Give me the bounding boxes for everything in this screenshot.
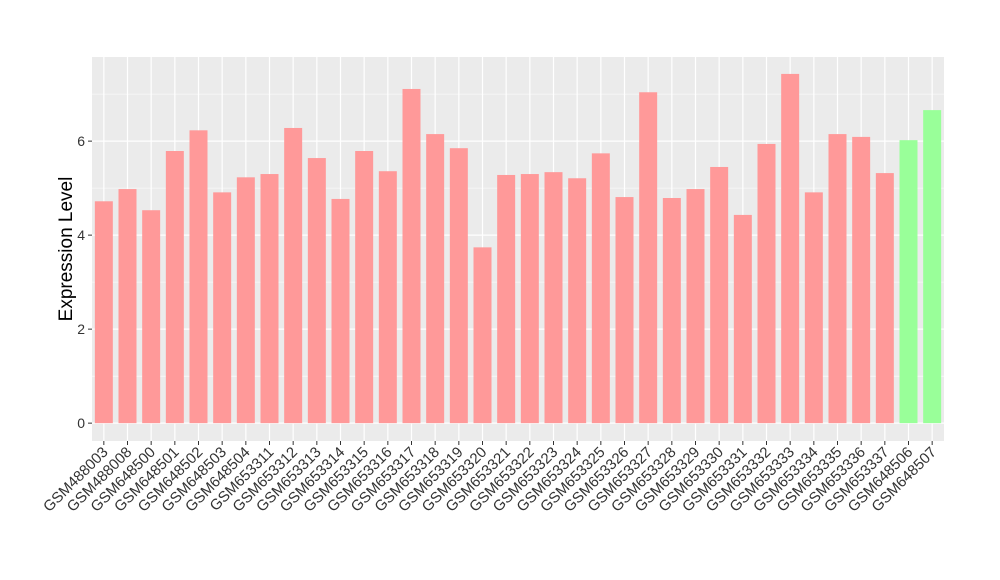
bar	[662, 198, 681, 424]
bar	[284, 127, 303, 424]
y-tick-label: 2	[77, 321, 85, 337]
bar	[520, 174, 539, 424]
bar	[544, 172, 563, 424]
y-tick-label: 4	[77, 227, 85, 243]
bar	[733, 214, 752, 424]
bar	[473, 247, 492, 424]
y-tick-label: 6	[77, 133, 85, 149]
bar	[923, 110, 942, 424]
bar	[426, 134, 445, 424]
bar	[142, 210, 161, 424]
y-axis-title: Expression Level	[56, 177, 77, 322]
bar	[213, 192, 232, 424]
bar	[568, 178, 587, 424]
bar	[686, 189, 705, 424]
bar	[94, 201, 113, 424]
bar	[615, 197, 634, 424]
bar	[828, 134, 847, 424]
bar	[307, 158, 326, 424]
plot-panel	[92, 57, 944, 441]
bar	[331, 198, 350, 424]
bar	[899, 140, 918, 424]
bar	[402, 88, 421, 424]
bar	[236, 177, 255, 424]
bar	[355, 151, 374, 424]
bar	[852, 136, 871, 424]
bar	[378, 171, 397, 424]
bar	[757, 143, 776, 424]
bar	[497, 174, 516, 424]
bar	[875, 173, 894, 424]
bar	[639, 92, 658, 424]
y-tick-label: 0	[77, 415, 85, 431]
bar	[710, 166, 729, 424]
bar	[118, 189, 137, 424]
bar	[165, 151, 184, 424]
bar	[449, 148, 468, 424]
bar	[804, 192, 823, 424]
bar	[781, 73, 800, 424]
bar	[260, 174, 279, 424]
bar	[591, 153, 610, 424]
bar	[189, 130, 208, 424]
